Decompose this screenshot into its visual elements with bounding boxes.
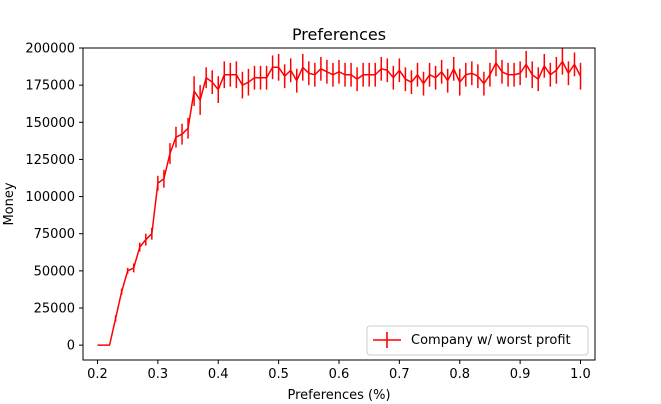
x-tick-label: 0.4 bbox=[208, 367, 229, 382]
chart-title: Preferences bbox=[292, 25, 386, 44]
series-line bbox=[97, 60, 582, 346]
y-tick-label: 200000 bbox=[25, 42, 75, 57]
y-tick-label: 0 bbox=[67, 339, 75, 354]
x-tick-label: 0.9 bbox=[510, 367, 531, 382]
x-tick-label: 0.6 bbox=[329, 367, 350, 382]
y-tick-label: 50000 bbox=[34, 264, 75, 279]
legend-label: Company w/ worst profit bbox=[411, 333, 571, 348]
legend: Company w/ worst profit bbox=[366, 325, 589, 356]
y-tick-label: 25000 bbox=[34, 302, 75, 317]
x-tick-label: 1.0 bbox=[570, 367, 591, 382]
y-tick-label: 75000 bbox=[34, 227, 75, 242]
axes-frame bbox=[82, 47, 596, 361]
y-axis-label: Money bbox=[2, 182, 17, 225]
legend-box bbox=[366, 325, 589, 356]
x-tick-label: 0.5 bbox=[268, 367, 289, 382]
y-tick-label: 125000 bbox=[25, 153, 75, 168]
y-tick-label: 175000 bbox=[25, 79, 75, 94]
x-tick-label: 0.3 bbox=[148, 367, 169, 382]
y-axis: 0 25000 50000 75000 100000 125000 150000 175000… bbox=[25, 42, 83, 354]
x-tick-label: 0.2 bbox=[87, 367, 108, 382]
x-axis-label: Preferences (%) bbox=[287, 388, 390, 403]
x-axis: 0.2 0.3 0.4 0.5 0.6 0.7 0.8 0.9 1.0 bbox=[87, 360, 591, 382]
x-tick-label: 0.7 bbox=[389, 367, 410, 382]
y-tick-label: 150000 bbox=[25, 116, 75, 131]
y-tick-label: 100000 bbox=[25, 190, 75, 205]
x-tick-label: 0.8 bbox=[449, 367, 470, 382]
plot-area bbox=[97, 48, 582, 346]
